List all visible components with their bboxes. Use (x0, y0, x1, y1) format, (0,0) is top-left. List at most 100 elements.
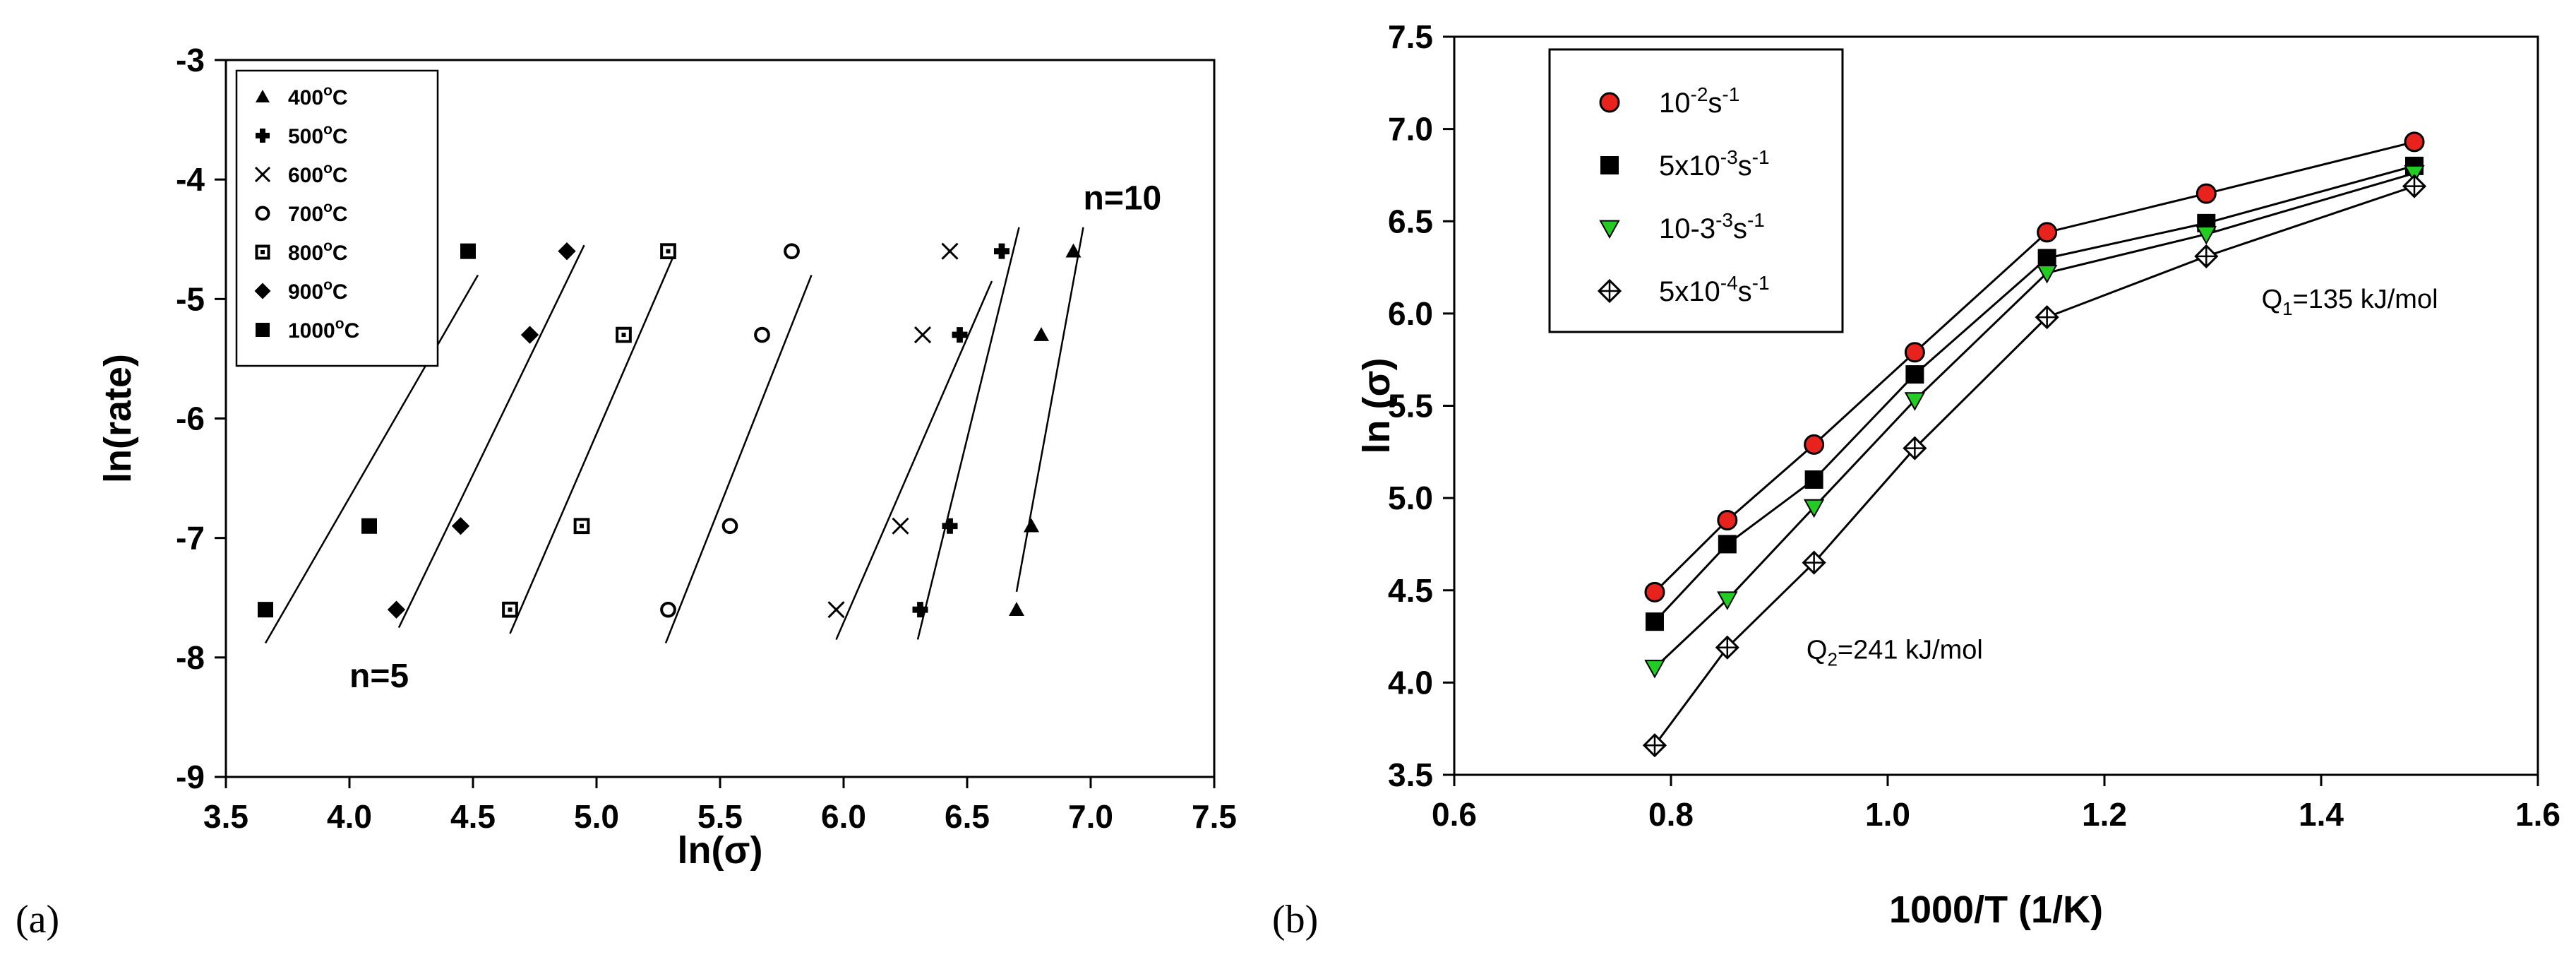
fit-line (397, 244, 585, 629)
y-tick-label: -4 (176, 161, 205, 198)
data-point (1904, 342, 1925, 363)
x-tick-label: 7.0 (1068, 798, 1113, 835)
chart-b: 0.6 0.8 1.0 1.2 1.4 1.6 3.5 4.0 4.5 5.0 5.5 6.0 6.5 7… (1355, 18, 2560, 931)
y-tick-label: 5.0 (1388, 480, 1433, 516)
legend-marker (256, 323, 270, 337)
data-point (1903, 436, 1927, 461)
y-axis-label: ln (σ) (1355, 358, 1398, 454)
legend-label: 700oC (288, 199, 348, 226)
data-point (616, 326, 632, 343)
annotation-label: n=5 (349, 658, 409, 695)
legend-label: 1000oC (288, 316, 359, 343)
legend-marker (1597, 278, 1622, 304)
fit-line (916, 227, 1020, 640)
data-point (1803, 499, 1825, 518)
y-tick-label: 5.5 (1388, 388, 1433, 424)
legend-marker (1599, 92, 1620, 113)
data-point (1718, 535, 1737, 554)
legend-label: 5x10-4s-1 (1659, 272, 1770, 307)
x-tick-label: 1.4 (2299, 796, 2344, 833)
data-point (1065, 243, 1082, 258)
legend-marker (1600, 156, 1619, 174)
fit-line (835, 280, 993, 640)
legend-marker (254, 283, 271, 299)
legend-box (1548, 48, 1844, 333)
data-point (827, 601, 845, 619)
data-point (2402, 174, 2427, 198)
data-point (1024, 518, 1039, 533)
x-tick-label: 1.0 (1865, 796, 1910, 833)
data-point (754, 326, 770, 343)
chart-a: 3.5 4.0 4.5 5.0 5.5 6.0 6.5 7.0 7.5 -9 -8 -7 -6 -5 -4 -… (97, 42, 1237, 872)
data-point (1009, 602, 1024, 616)
legend-box (235, 69, 439, 367)
data-point (387, 600, 406, 619)
x-tick-label: 0.8 (1648, 796, 1694, 833)
legend: 10-2s-1 5x10-3s-1 10-3-3s-1 5x10-4s-1 (1548, 48, 1844, 333)
data-point (1804, 470, 1823, 489)
x-tick-label: 5.5 (697, 798, 743, 835)
x-tick-label: 1.6 (2515, 796, 2560, 833)
legend-label: 900oC (288, 277, 348, 304)
legend-marker (254, 166, 271, 183)
data-point (1804, 434, 1825, 455)
data-point (913, 326, 932, 344)
legend-label: 10-2s-1 (1659, 83, 1739, 119)
data-point (2404, 131, 2425, 153)
y-tick-label: 7.5 (1388, 18, 1433, 55)
annotation-label: Q1=135 kJ/mol (2262, 285, 2438, 319)
y-tick-label: 6.5 (1388, 203, 1433, 239)
data-point (994, 243, 1010, 259)
data-point (892, 517, 909, 535)
y-tick-label: -7 (176, 520, 205, 557)
y-tick-label: 4.0 (1388, 664, 1433, 701)
x-tick-label: 4.0 (327, 798, 372, 835)
y-tick-label: -9 (176, 759, 205, 795)
fit-line (1015, 227, 1084, 593)
x-tick-label: 0.6 (1432, 796, 1477, 833)
data-point (2035, 305, 2059, 330)
x-axis-label: ln(σ) (678, 829, 763, 872)
data-point (573, 518, 590, 535)
data-point (520, 326, 539, 344)
fit-line (264, 274, 479, 644)
legend: 400oC 500oC 600oC 700oC 800oC 900oC 1000oC (235, 69, 439, 367)
panel-label-b: (b) (1272, 898, 1318, 942)
data-point (258, 602, 273, 618)
data-point (912, 602, 928, 618)
x-tick-label: 4.5 (450, 798, 496, 835)
legend-label: 5x10-3s-1 (1659, 146, 1770, 182)
legend-label: 800oC (288, 238, 348, 265)
legend-marker (256, 129, 270, 143)
legend-label: 10-3-3s-1 (1659, 209, 1765, 244)
data-point (721, 518, 738, 535)
data-point (2036, 265, 2058, 284)
x-tick-label: 1.2 (2082, 796, 2127, 833)
data-point (1717, 509, 1738, 530)
x-axis-label: 1000/T (1/K) (1889, 889, 2103, 931)
data-point (1905, 365, 1924, 384)
data-point (1644, 581, 1665, 602)
data-point (502, 601, 518, 618)
fit-line (509, 251, 677, 634)
data-point (451, 517, 470, 535)
x-tick-label: 6.5 (945, 798, 990, 835)
y-tick-label: 7.0 (1388, 111, 1433, 148)
x-tick-label: 6.0 (821, 798, 866, 835)
legend-label: 400oC (288, 83, 348, 109)
y-tick-label: -5 (176, 280, 205, 317)
data-point (942, 518, 958, 534)
data-point (941, 242, 959, 260)
data-point (1904, 392, 1926, 411)
data-point (1642, 733, 1667, 758)
fit-line (664, 275, 813, 643)
data-point (361, 518, 377, 534)
y-tick-label: -3 (176, 42, 205, 78)
data-point (660, 243, 676, 260)
x-tick-label: 3.5 (203, 798, 248, 835)
legend-marker (256, 90, 270, 102)
data-point (1802, 550, 1826, 575)
data-point (2195, 183, 2217, 204)
data-point (952, 327, 968, 343)
